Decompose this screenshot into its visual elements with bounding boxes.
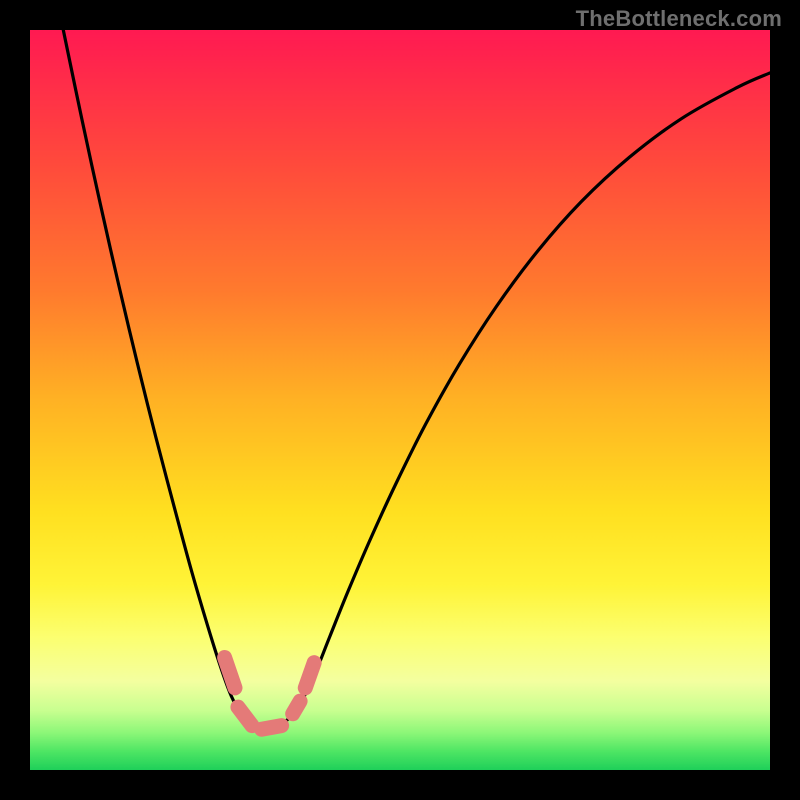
- watermark-text: TheBottleneck.com: [576, 6, 782, 32]
- chart-container: TheBottleneck.com: [0, 0, 800, 800]
- heat-gradient-plot: [30, 30, 770, 770]
